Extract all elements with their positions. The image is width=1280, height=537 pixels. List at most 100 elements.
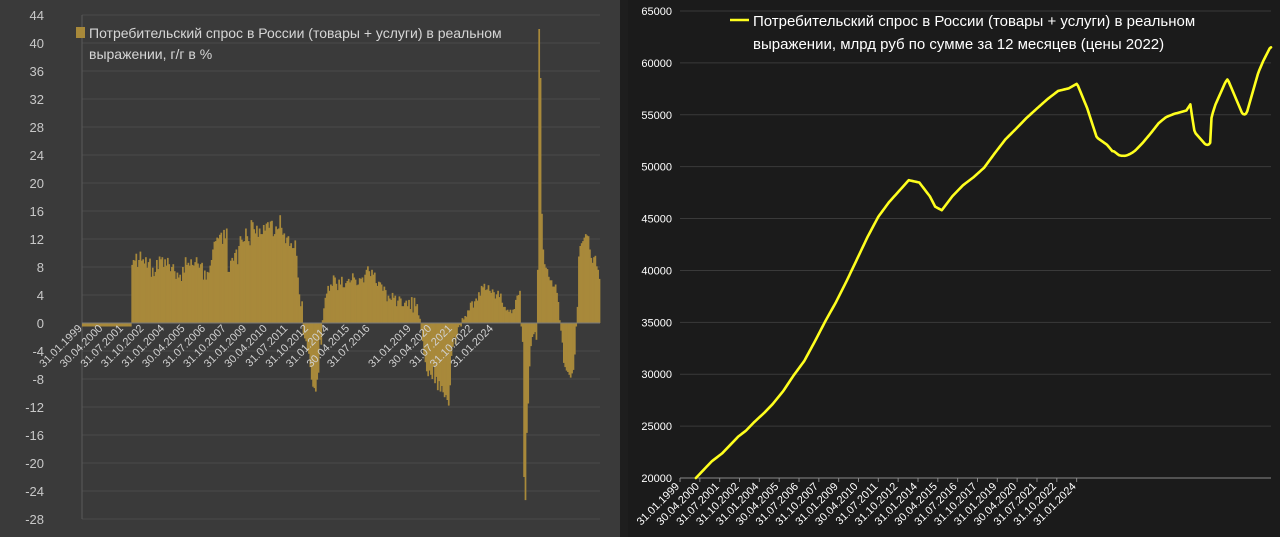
bar — [208, 272, 210, 323]
bar — [121, 323, 124, 327]
bar — [193, 265, 195, 323]
bar — [209, 265, 212, 323]
bar — [342, 287, 345, 323]
bar — [520, 323, 523, 327]
bar — [394, 295, 397, 323]
bar — [328, 290, 331, 323]
series-line — [694, 46, 1273, 480]
bar — [103, 323, 106, 327]
bar — [367, 266, 369, 323]
bar — [199, 264, 202, 323]
bar — [384, 290, 387, 323]
bar — [424, 323, 427, 363]
bar — [316, 323, 319, 380]
bar — [380, 284, 383, 323]
bar — [231, 257, 234, 323]
bar — [164, 259, 166, 323]
bar — [279, 215, 282, 323]
bar — [598, 278, 601, 323]
bar — [272, 236, 275, 323]
bar — [202, 279, 205, 323]
bar — [579, 246, 582, 323]
right-chart-panel: 20000 25000 30000 35000 40000 45000 50000 55000… — [628, 0, 1280, 537]
bar — [250, 220, 253, 323]
bar — [419, 318, 421, 323]
bar — [323, 308, 325, 323]
bar — [371, 269, 373, 323]
bar — [280, 227, 283, 323]
y-tick-label: -4 — [32, 344, 44, 359]
bar — [383, 286, 386, 323]
bar — [593, 257, 595, 323]
bar — [83, 323, 86, 327]
bar — [471, 301, 473, 323]
bar — [288, 246, 291, 323]
bar — [271, 220, 273, 323]
y-tick-label: 45000 — [641, 214, 672, 226]
bar — [217, 238, 220, 323]
bar — [542, 249, 545, 323]
bar — [480, 285, 483, 323]
bar — [258, 228, 261, 323]
y-tick-label: 0 — [37, 316, 44, 331]
bar — [210, 260, 213, 323]
bar — [505, 310, 508, 323]
bar — [275, 226, 277, 323]
bar — [569, 323, 572, 378]
bar — [565, 323, 568, 371]
bar — [476, 300, 479, 323]
bar — [308, 323, 310, 354]
bar — [434, 323, 436, 384]
bar — [179, 274, 182, 323]
bar — [236, 264, 239, 323]
bar — [369, 276, 372, 323]
bar — [425, 323, 428, 372]
bar — [490, 292, 493, 323]
bar — [203, 270, 206, 323]
bar — [92, 323, 95, 327]
bar — [368, 271, 371, 323]
bar — [284, 243, 287, 323]
bar — [458, 323, 461, 326]
bar — [221, 243, 224, 323]
bar — [464, 316, 467, 323]
bar — [264, 230, 266, 323]
bar — [443, 323, 446, 398]
bar — [256, 225, 258, 323]
bar — [138, 260, 140, 323]
bar — [336, 290, 339, 323]
bar — [257, 236, 260, 323]
bar — [172, 264, 175, 323]
bar — [393, 297, 395, 323]
y-tick-label: 12 — [30, 232, 44, 247]
bar — [262, 225, 265, 323]
bar — [338, 279, 340, 323]
y-tick-label: 40000 — [641, 265, 672, 277]
bar — [567, 323, 569, 372]
bar — [261, 234, 264, 323]
bar — [151, 267, 154, 323]
y-tick-label: 20 — [30, 176, 44, 191]
bar — [213, 241, 216, 323]
bar — [586, 235, 589, 323]
bar — [450, 323, 453, 356]
bar — [547, 276, 550, 323]
bar — [575, 323, 578, 327]
bar — [576, 306, 579, 323]
bar — [90, 323, 92, 327]
bar — [109, 323, 112, 327]
bar — [239, 236, 242, 323]
bar — [399, 298, 402, 323]
bar — [560, 323, 562, 331]
y-tick-label: -20 — [25, 456, 44, 471]
bar — [343, 287, 346, 323]
bar — [510, 313, 513, 323]
bar — [568, 323, 571, 375]
bar — [324, 297, 327, 323]
bar — [489, 290, 491, 323]
bar — [306, 323, 309, 351]
bar — [156, 260, 158, 323]
y-tick-label: 16 — [30, 204, 44, 219]
bar — [331, 285, 334, 323]
bar — [354, 279, 357, 323]
